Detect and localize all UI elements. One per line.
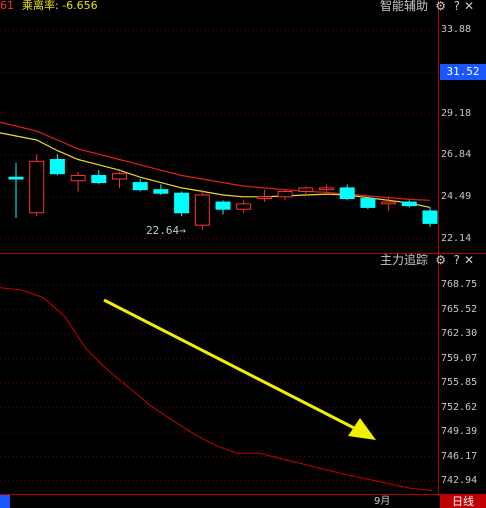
- candle: [29, 154, 45, 217]
- candle: [194, 189, 210, 230]
- tracking-tick-label: 765.52: [441, 303, 478, 315]
- candle-body: [277, 190, 293, 198]
- candle-body: [319, 187, 334, 191]
- tracking-tick-label: 742.94: [441, 475, 478, 487]
- tracking-tick-label: 752.62: [441, 401, 478, 413]
- help-icon[interactable]: ?: [453, 0, 460, 13]
- candle: [236, 200, 252, 213]
- help-icon[interactable]: ?: [453, 253, 460, 267]
- pane-divider[interactable]: [0, 253, 486, 254]
- candle: [174, 191, 190, 217]
- tracking-tick-label: 755.85: [441, 377, 478, 389]
- candle: [49, 154, 65, 176]
- candle: [277, 189, 293, 201]
- candle: [256, 189, 272, 203]
- tracking-tick-label: 746.17: [441, 450, 478, 462]
- close-icon[interactable]: ✕: [463, 253, 474, 267]
- gear-icon[interactable]: ⚙: [435, 0, 446, 13]
- smart-assist-title[interactable]: 智能辅助: [379, 0, 428, 13]
- candle-body: [256, 196, 272, 200]
- current-price-marker: 31.52: [440, 64, 486, 80]
- scroll-handle[interactable]: [0, 495, 10, 508]
- candle: [401, 200, 417, 208]
- price-tick-label: 29.18: [441, 107, 472, 119]
- candle: [298, 186, 314, 195]
- candle-body: [174, 192, 190, 214]
- candle-body: [132, 182, 148, 191]
- tracking-chart: [0, 254, 439, 494]
- candle-body: [112, 173, 127, 180]
- indicator-period-label: 61: [0, 0, 14, 12]
- candle: [360, 196, 376, 210]
- trend-arrow-head: [348, 418, 376, 440]
- candle-body: [381, 201, 397, 205]
- candle-body: [194, 194, 210, 226]
- price-tick-label: 33.88: [441, 24, 472, 36]
- period-button[interactable]: 日线: [440, 495, 486, 508]
- candle-body: [29, 160, 45, 214]
- close-icon[interactable]: ✕: [463, 0, 474, 13]
- candle-body: [153, 189, 169, 194]
- gear-icon[interactable]: ⚙: [435, 253, 446, 267]
- time-axis-bar: 9月 日线: [0, 494, 486, 508]
- month-label: 9月: [374, 496, 391, 507]
- main-force-tracking-title[interactable]: 主力追踪: [379, 253, 428, 267]
- candlestick-chart: [0, 0, 439, 253]
- candle: [215, 200, 231, 215]
- candle-body: [70, 174, 86, 182]
- low-price-annotation: 22.64→: [146, 224, 186, 237]
- candle: [339, 184, 355, 201]
- tracking-tick-label: 768.75: [441, 279, 478, 291]
- tracking-line: [0, 287, 433, 491]
- candle-body: [49, 159, 65, 175]
- candle-body: [8, 176, 24, 180]
- price-tick-label: 22.14: [441, 232, 472, 244]
- price-tick-label: 24.49: [441, 190, 472, 202]
- candle: [70, 171, 86, 192]
- candle: [91, 170, 107, 185]
- candle-body: [91, 174, 107, 184]
- candle-body: [360, 198, 376, 208]
- candle-body: [236, 203, 252, 210]
- candlestick-header: 61 乘离率: -6.656 智能辅助 ⚙ ? ✕: [0, 0, 486, 14]
- candle: [422, 207, 438, 227]
- trend-arrow-shaft: [103, 298, 359, 432]
- ma-long-line: [0, 121, 431, 201]
- tracking-tick-label: 749.39: [441, 426, 478, 438]
- low-price-value: 22.64: [146, 224, 180, 237]
- ma-short-line: [0, 132, 431, 208]
- tracking-header: 主力追踪 ⚙ ? ✕: [0, 253, 486, 268]
- candle-body: [215, 201, 231, 210]
- tracking-pane: 主力追踪 ⚙ ? ✕ 768.75 765.52 762.30 759.07 755.8…: [0, 253, 486, 494]
- candle-body: [298, 187, 314, 192]
- candle: [153, 184, 169, 195]
- candle-body: [401, 201, 417, 207]
- candle: [132, 179, 148, 192]
- tracking-tick-label: 759.07: [441, 352, 478, 364]
- candlestick-pane: 61 乘离率: -6.656 智能辅助 ⚙ ? ✕ 33.88 29.18 26.8…: [0, 0, 486, 253]
- tracking-tick-label: 762.30: [441, 328, 478, 340]
- candle-body: [422, 210, 438, 224]
- candle: [381, 196, 397, 211]
- candle: [8, 163, 24, 219]
- candle-body: [339, 187, 355, 200]
- price-tick-label: 26.84: [441, 149, 472, 161]
- candle: [112, 171, 127, 188]
- bias-indicator-label: 乘离率: -6.656: [22, 0, 98, 12]
- candle: [319, 184, 334, 192]
